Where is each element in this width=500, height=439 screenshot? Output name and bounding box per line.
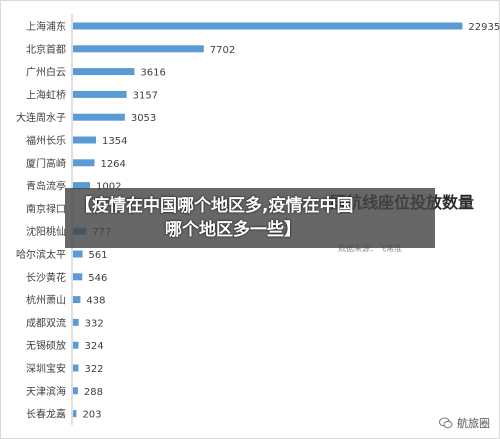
chart-source: 数据来源：飞常准 (338, 244, 402, 253)
bar (73, 364, 79, 372)
bar (73, 273, 83, 281)
data-label: 438 (86, 296, 105, 307)
watermark: 航旅圈 (439, 415, 490, 431)
data-label: 203 (82, 410, 101, 421)
category-label: 长春龙嘉 (26, 408, 66, 421)
category-label: 长沙黄花 (26, 271, 66, 284)
watermark-text: 航旅圈 (457, 417, 490, 430)
data-label: 324 (85, 341, 104, 352)
data-label: 288 (84, 387, 103, 398)
category-label: 北京首都 (26, 43, 66, 56)
category-label: 上海虹桥 (26, 88, 66, 101)
data-label: 3053 (131, 113, 156, 124)
category-label: 杭州萧山 (26, 294, 66, 307)
category-label: 深圳宝安 (26, 362, 66, 375)
bar (73, 296, 81, 304)
banner-line-1: 【疫情在中国哪个地区多,疫情在中国 (75, 196, 354, 216)
bar (73, 113, 125, 121)
data-label: 1354 (102, 136, 127, 147)
category-label: 沈阳桃仙 (26, 225, 66, 238)
data-label: 7702 (210, 45, 235, 56)
data-label: 22935 (468, 22, 500, 33)
banner-text: 【疫情在中国哪个地区多,疫情在中国 哪个地区多一些】 (75, 194, 425, 242)
data-label: 3616 (140, 68, 165, 79)
wechat-icon (439, 417, 453, 429)
bar (73, 90, 127, 98)
bar (73, 45, 204, 53)
category-label: 福州长乐 (26, 134, 66, 147)
data-label: 3157 (133, 90, 158, 101)
bar (73, 341, 79, 349)
bar (73, 182, 91, 190)
category-label: 无锡硕放 (26, 339, 66, 352)
category-label: 上海浦东 (26, 20, 66, 33)
bar (73, 159, 95, 167)
category-label: 厦门高崎 (26, 157, 66, 170)
category-label: 成都双流 (26, 316, 66, 329)
bar (73, 22, 463, 30)
bar (73, 250, 83, 258)
bar (73, 136, 96, 144)
banner-line-2: 哪个地区多一些】 (165, 220, 301, 240)
data-label: 332 (85, 318, 104, 329)
data-label: 1264 (100, 159, 125, 170)
category-label: 南京禄口 (26, 202, 66, 215)
data-label: 322 (84, 364, 103, 375)
bar (73, 387, 78, 395)
data-label: 546 (88, 273, 107, 284)
category-label: 哈尔滨太平 (16, 248, 66, 261)
overlay-banner: 【疫情在中国哪个地区多,疫情在中国 哪个地区多一些】 (65, 188, 435, 248)
category-label: 天津滨海 (26, 385, 66, 398)
bar (73, 410, 77, 418)
category-label: 大连周水子 (16, 111, 66, 124)
category-label: 青岛流亭 (26, 180, 66, 193)
bar (73, 318, 79, 326)
data-label: 1002 (96, 182, 121, 193)
category-label: 广州白云 (26, 66, 66, 79)
bar (73, 68, 135, 76)
data-label: 561 (89, 250, 108, 261)
